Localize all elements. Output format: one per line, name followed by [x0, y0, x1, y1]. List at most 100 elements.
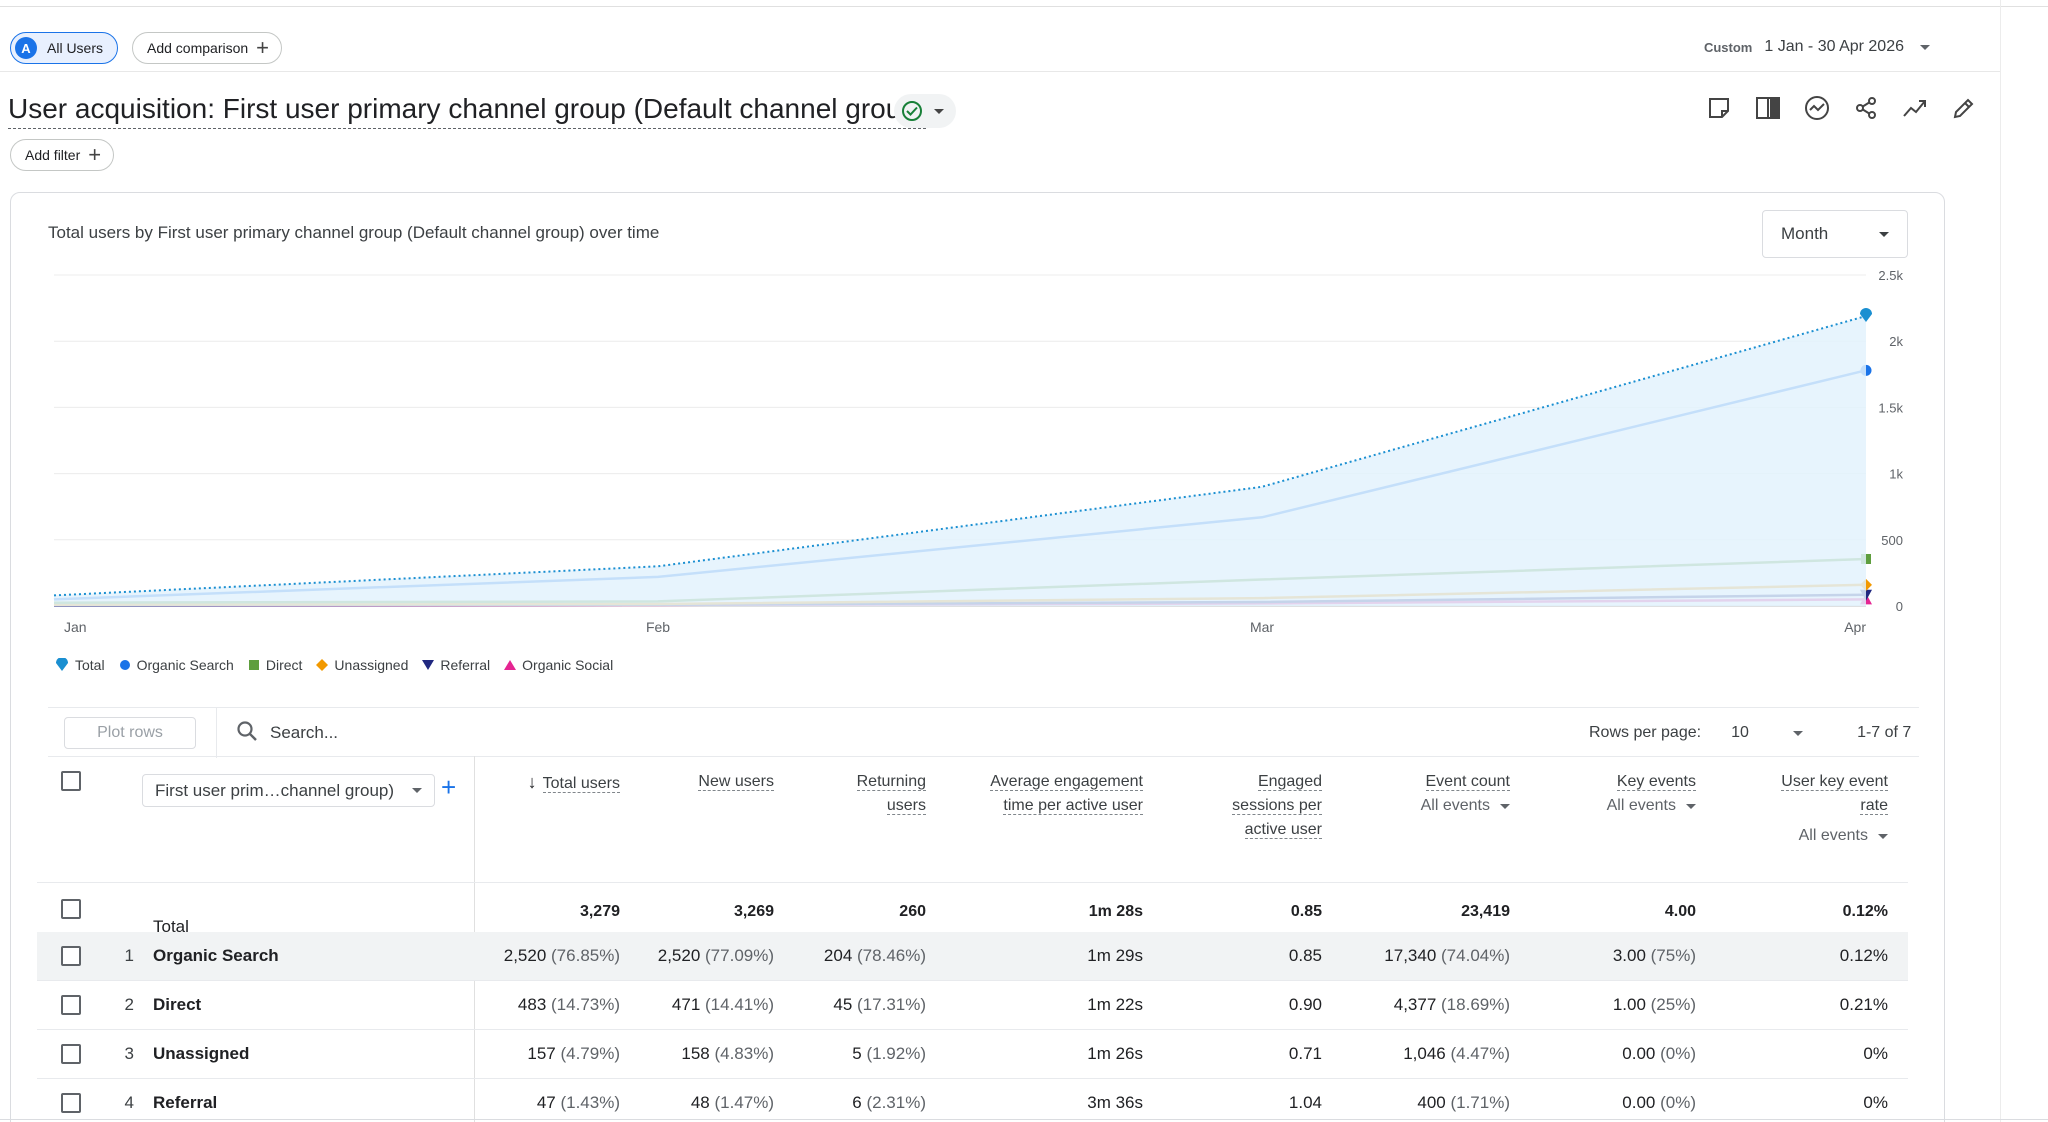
column-header-label: users — [886, 797, 926, 815]
channel-name[interactable]: Unassigned — [153, 1044, 250, 1063]
total-value: 0.85 — [1290, 903, 1322, 920]
chart-title: Total users by First user primary channe… — [48, 223, 660, 242]
pagination-controls: Rows per page: 10 1-7 of 7 — [1589, 708, 1911, 758]
cell-percent: (4.83%) — [709, 1044, 774, 1063]
segment-chip-all-users[interactable]: A All Users — [10, 32, 119, 64]
search-input[interactable]: Search... — [236, 717, 338, 749]
column-header[interactable]: Key events All events — [1607, 770, 1696, 818]
table-row[interactable]: 4 Referral 47 (1.43%) 48 (1.47%) 6 (2.31%) 3… — [37, 1079, 1908, 1122]
line-chart: 0 500 1k 1.5k 2k 2.5k Jan Feb Mar Apr — [53, 268, 1903, 635]
cell-number: 158 — [681, 1044, 710, 1063]
plus-icon: + — [88, 142, 102, 167]
column-header[interactable]: Returning users — [856, 770, 926, 818]
cell-percent: (1.43%) — [555, 1093, 620, 1112]
insights-icon[interactable] — [1802, 93, 1831, 122]
column-header[interactable]: ↓ Total users — [528, 770, 620, 796]
row-checkbox[interactable] — [61, 1093, 81, 1113]
check-circle-icon — [902, 101, 922, 121]
add-comparison-button[interactable]: Add comparison + — [132, 32, 283, 64]
notes-icon[interactable] — [1704, 93, 1733, 122]
legend-item[interactable]: Direct — [248, 657, 302, 673]
add-filter-button[interactable]: Add filter + — [10, 139, 115, 171]
total-label: Total — [153, 917, 189, 936]
chevron-down-icon[interactable] — [1793, 730, 1804, 736]
page-title[interactable]: User acquisition: First user primary cha… — [8, 92, 927, 129]
table-row[interactable]: 2 Direct 483 (14.73%) 471 (14.41%) 45 (17.3… — [37, 981, 1908, 1030]
rows-per-page-select[interactable]: 10 — [1731, 724, 1749, 741]
cell-number: 0.00 — [1622, 1093, 1656, 1112]
event-filter-label: All events — [1420, 797, 1490, 814]
series-area-total — [54, 316, 1866, 606]
column-header-label: Engaged — [1257, 773, 1322, 791]
x-tick-label: Feb — [646, 619, 670, 635]
chart-legend: Total Organic Search Direct Unassigned Refer… — [55, 657, 613, 673]
trend-icon[interactable] — [1900, 93, 1929, 122]
cell-number: 1m 26s — [1087, 1044, 1143, 1063]
legend-item[interactable]: Unassigned — [316, 657, 408, 673]
cell-value: 0.00 (0%) — [1622, 1093, 1696, 1113]
legend-marker-icon — [55, 658, 69, 672]
report-status-dropdown[interactable] — [894, 94, 956, 128]
table-row[interactable]: 1 Organic Search 2,520 (76.85%) 2,520 (77.… — [37, 932, 1908, 981]
event-filter-dropdown[interactable]: All events — [1607, 794, 1696, 818]
add-dimension-button[interactable]: + — [441, 772, 457, 802]
row-checkbox[interactable] — [61, 1044, 81, 1064]
column-header-label: Key events — [1616, 773, 1696, 791]
cell-number: 2,520 — [657, 946, 701, 965]
table-row[interactable]: 3 Unassigned 157 (4.79%) 158 (4.83%) 5 (1.9… — [37, 1030, 1908, 1079]
legend-item[interactable]: Organic Social — [504, 657, 613, 673]
event-filter-dropdown[interactable]: All events — [1781, 824, 1888, 848]
chevron-down-icon — [1879, 231, 1889, 237]
plot-rows-button[interactable]: Plot rows — [64, 717, 196, 749]
channel-name[interactable]: Direct — [153, 995, 202, 1014]
cell-value: 17,340 (74.04%) — [1384, 946, 1510, 966]
column-header[interactable]: Event count All events — [1421, 770, 1510, 818]
channel-name[interactable]: Organic Search — [153, 946, 279, 965]
header-divider — [0, 71, 2000, 72]
column-header[interactable]: New users — [698, 770, 774, 794]
total-value: 0.12% — [1842, 903, 1888, 920]
rows-per-page-label: Rows per page: — [1589, 724, 1702, 741]
legend-marker-icon — [422, 659, 435, 671]
cell-percent: (4.79%) — [555, 1044, 620, 1063]
dimension-select[interactable]: First user prim…channel group) — [142, 774, 435, 807]
select-all-checkbox[interactable] — [61, 771, 81, 791]
cell-number: 0.85 — [1288, 946, 1322, 965]
chevron-down-icon — [1878, 833, 1888, 839]
cell-number: 471 — [671, 995, 701, 1014]
cell-value: 400 (1.71%) — [1417, 1093, 1510, 1113]
bottom-divider — [0, 1119, 2048, 1120]
column-header[interactable]: Engaged sessions per active user — [1232, 770, 1322, 842]
period-dropdown[interactable]: Month — [1762, 210, 1908, 258]
legend-label: Organic Search — [136, 657, 234, 673]
date-range-picker[interactable]: Custom 1 Jan - 30 Apr 2026 — [1704, 38, 1930, 56]
top-divider — [0, 6, 2048, 7]
total-value: 23,419 — [1461, 903, 1510, 920]
cell-value: 45 (17.31%) — [833, 995, 926, 1015]
legend-item[interactable]: Organic Search — [119, 657, 234, 673]
edit-icon[interactable] — [1949, 93, 1978, 122]
pagination-range: 1-7 of 7 — [1857, 724, 1912, 741]
cell-value: 1.00 (25%) — [1613, 995, 1696, 1015]
y-tick-label: 1.5k — [1878, 400, 1903, 415]
controls-divider — [216, 708, 217, 758]
event-filter-dropdown[interactable]: All events — [1421, 794, 1510, 818]
column-header-label: rate — [1860, 797, 1888, 815]
cell-number: 1m 22s — [1087, 995, 1143, 1014]
row-checkbox[interactable] — [61, 995, 81, 1015]
row-checkbox[interactable] — [61, 946, 81, 966]
cell-number: 0% — [1863, 1044, 1888, 1063]
channel-name[interactable]: Referral — [153, 1093, 218, 1112]
column-header[interactable]: User key event rate All events — [1781, 770, 1888, 848]
chevron-down-icon — [1920, 44, 1930, 50]
cell-percent: (76.85%) — [546, 946, 620, 965]
column-header[interactable]: Average engagement time per active user — [990, 770, 1143, 818]
cell-value: 1,046 (4.47%) — [1403, 1044, 1510, 1064]
cell-value: 3m 36s — [1087, 1093, 1143, 1113]
legend-item[interactable]: Referral — [422, 657, 490, 673]
share-icon[interactable] — [1851, 93, 1880, 122]
compare-icon[interactable] — [1753, 93, 1782, 122]
cell-number: 3m 36s — [1087, 1093, 1143, 1112]
row-checkbox[interactable] — [61, 899, 81, 919]
legend-item[interactable]: Total — [55, 657, 105, 673]
